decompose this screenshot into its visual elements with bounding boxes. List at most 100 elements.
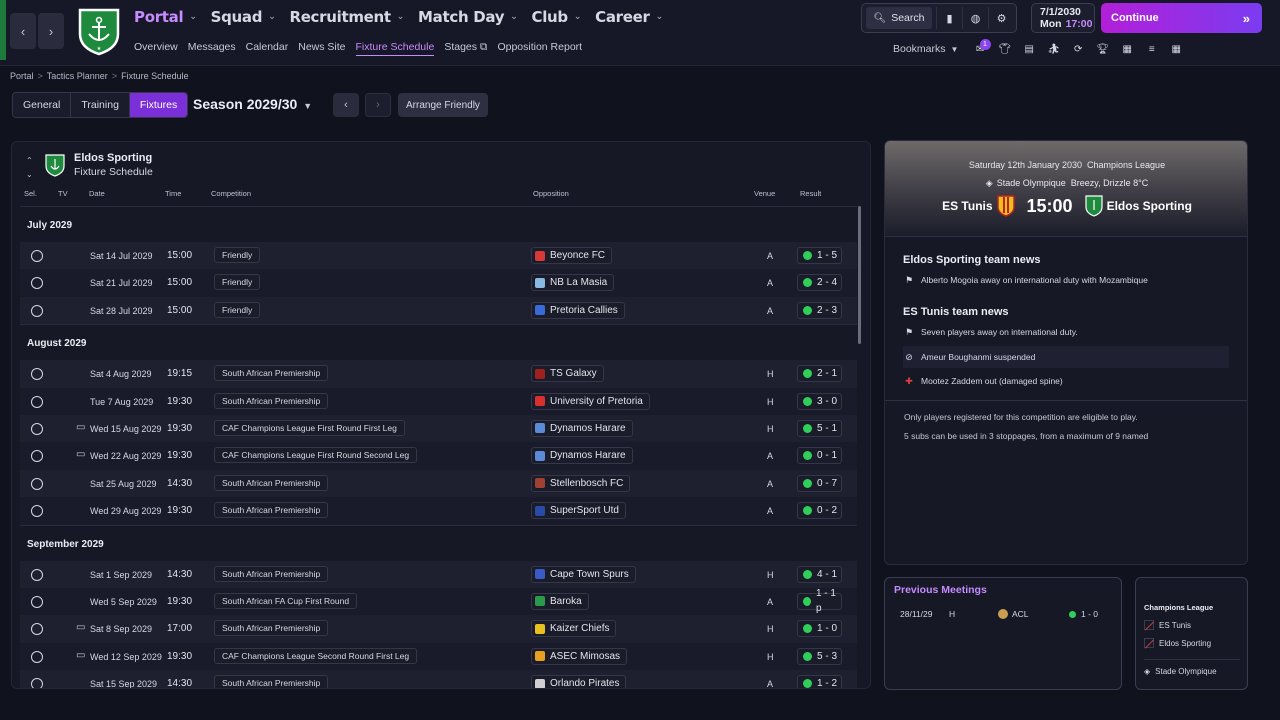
select-radio[interactable] xyxy=(31,477,43,490)
training-shortcut[interactable]: ⛹︎ xyxy=(1042,40,1067,58)
fixture-competition[interactable]: Friendly xyxy=(214,274,261,291)
calendar-shortcut[interactable]: ▦ xyxy=(1115,40,1140,58)
fixture-row[interactable]: Sat 1 Sep 2029 14:30 South African Premier… xyxy=(20,560,857,588)
competition-title[interactable]: Champions League xyxy=(1144,603,1214,612)
select-radio[interactable] xyxy=(31,368,43,381)
back-button[interactable]: ‹ xyxy=(10,13,36,49)
fixture-result[interactable]: 1 - 5 xyxy=(797,247,842,264)
select-radio[interactable] xyxy=(31,422,43,435)
fixture-opposition[interactable]: University of Pretoria xyxy=(531,392,650,410)
fixture-competition[interactable]: South African Premiership xyxy=(214,675,329,688)
fixture-competition[interactable]: South African Premiership xyxy=(214,392,329,409)
schedule-shortcut[interactable]: ▦ xyxy=(1164,40,1189,58)
menu-club[interactable]: Club ⌄ xyxy=(532,8,582,26)
menu-squad[interactable]: Squad ⌄ xyxy=(211,8,276,26)
submenu-opposition-report[interactable]: Opposition Report xyxy=(497,41,583,53)
match-competition[interactable]: Champions League xyxy=(1087,160,1166,170)
fixture-competition[interactable]: South African Premiership xyxy=(214,502,329,519)
select-radio[interactable] xyxy=(31,650,43,663)
menu-portal[interactable]: Portal ⌄ xyxy=(134,8,197,26)
fixture-row[interactable]: Sat 25 Aug 2029 14:30 South African Premie… xyxy=(20,469,857,498)
fixture-row[interactable]: Sat 4 Aug 2029 19:15 South African Premier… xyxy=(20,360,857,388)
news-item[interactable]: ⚑ Alberto Mogoia away on international du… xyxy=(903,269,1229,291)
arrange-friendly-button[interactable]: Arrange Friendly xyxy=(398,93,488,117)
club-crest-icon[interactable]: ★ xyxy=(74,6,124,56)
news-item[interactable]: ⊘ Ameur Boughanmi suspended xyxy=(903,346,1229,368)
forward-button[interactable]: › xyxy=(38,13,64,49)
fixture-result[interactable]: 5 - 1 xyxy=(797,419,842,437)
fixture-competition[interactable]: Friendly xyxy=(214,247,261,263)
meeting-competition[interactable]: ACL xyxy=(998,609,1029,619)
world-button[interactable]: ◍ xyxy=(962,7,988,29)
fixture-opposition[interactable]: Cape Town Spurs xyxy=(531,565,636,583)
column-date[interactable]: Date xyxy=(89,189,105,198)
menu-career[interactable]: Career ⌄ xyxy=(595,8,663,26)
fixture-opposition[interactable]: NB La Masia xyxy=(531,274,615,292)
breadcrumb-portal[interactable]: Portal xyxy=(10,71,34,81)
fixture-row[interactable]: ▭ Wed 15 Aug 2029 19:30 CAF Champions Leagu… xyxy=(20,414,857,443)
transfers-shortcut[interactable]: ⟳ xyxy=(1066,40,1091,58)
select-radio[interactable] xyxy=(31,568,43,581)
stadium-row[interactable]: ◈ Stade Olympique xyxy=(1144,667,1217,676)
fixture-row[interactable]: Sat 14 Jul 2029 15:00 Friendly Beyonce FC A 1… xyxy=(20,242,857,270)
fixture-competition[interactable]: South African Premiership xyxy=(214,620,329,637)
meeting-result[interactable]: 1 - 0 xyxy=(1069,609,1098,619)
previous-season-button[interactable]: ‹ xyxy=(333,93,359,117)
news-item[interactable]: ⚑ Seven players away on international dut… xyxy=(903,321,1229,343)
fixture-result[interactable]: 2 - 4 xyxy=(797,274,842,292)
fixture-row[interactable]: ▭ Wed 12 Sep 2029 19:30 CAF Champions Leagu… xyxy=(20,642,857,671)
collapse-toggle[interactable]: ⌃ ⌄ xyxy=(26,154,33,182)
season-selector[interactable]: Season 2029/30 ▼ xyxy=(193,96,312,112)
bookmarks-dropdown[interactable]: Bookmarks ▼ xyxy=(893,43,958,55)
select-radio[interactable] xyxy=(31,277,43,290)
submenu-messages[interactable]: Messages xyxy=(187,41,236,53)
fixture-competition[interactable]: South African Premiership xyxy=(214,365,329,382)
column-time[interactable]: Time xyxy=(165,189,182,198)
fixture-result[interactable]: 4 - 1 xyxy=(797,565,842,583)
fixture-opposition[interactable]: TS Galaxy xyxy=(531,365,604,383)
search-button[interactable]: 🔍︎ Search xyxy=(866,7,932,29)
submenu-stages[interactable]: Stages ⧉ xyxy=(444,41,488,53)
squad-shortcut[interactable]: 👕︎ xyxy=(993,40,1018,58)
select-radio[interactable] xyxy=(31,304,43,317)
column-result[interactable]: Result xyxy=(800,189,822,198)
column-venue[interactable]: Venue xyxy=(754,189,776,198)
fixture-row[interactable]: Sat 28 Jul 2029 15:00 Friendly Pretoria Cal… xyxy=(20,296,857,325)
next-season-button[interactable]: › xyxy=(365,93,391,117)
select-radio[interactable] xyxy=(31,595,43,608)
fixture-opposition[interactable]: ASEC Mimosas xyxy=(531,647,628,665)
news-item[interactable]: ✚ Mootez Zaddem out (damaged spine) xyxy=(903,370,1229,392)
fixture-competition[interactable]: CAF Champions League First Round First L… xyxy=(214,419,405,436)
away-team[interactable]: Eldos Sporting xyxy=(1106,199,1192,213)
submenu-overview[interactable]: Overview xyxy=(134,41,178,53)
select-radio[interactable] xyxy=(31,623,43,636)
continue-button[interactable]: Continue » xyxy=(1101,3,1262,33)
fixture-row[interactable]: Wed 29 Aug 2029 19:30 South African Premie… xyxy=(20,497,857,525)
menu-recruitment[interactable]: Recruitment ⌄ xyxy=(289,8,404,26)
select-radio[interactable] xyxy=(31,395,43,408)
fixture-row[interactable]: ▭ Sat 8 Sep 2029 17:00 South African Premie… xyxy=(20,615,857,643)
fixture-opposition[interactable]: Kaizer Chiefs xyxy=(531,620,617,638)
fixture-result[interactable]: 3 - 0 xyxy=(797,392,842,410)
submenu-calendar[interactable]: Calendar xyxy=(245,41,289,53)
fixture-row[interactable]: Sat 15 Sep 2029 14:30 South African Premie… xyxy=(20,670,857,688)
select-radio[interactable] xyxy=(31,505,43,518)
match-stadium[interactable]: Stade Olympique xyxy=(996,178,1066,188)
fixture-opposition[interactable]: Baroka xyxy=(531,592,589,610)
fixture-competition[interactable]: South African Premiership xyxy=(214,474,329,491)
tab-fixtures[interactable]: Fixtures xyxy=(129,93,188,117)
inbox-shortcut[interactable]: ✉ 1 xyxy=(968,39,993,58)
tab-training[interactable]: Training xyxy=(71,93,130,117)
fixture-row[interactable]: ▭ Wed 22 Aug 2029 19:30 CAF Champions Leagu… xyxy=(20,442,857,470)
fixture-result[interactable]: 5 - 3 xyxy=(797,647,842,665)
fixture-row[interactable]: Sat 21 Jul 2029 15:00 Friendly NB La Masia A… xyxy=(20,269,857,297)
tactics-shortcut[interactable]: ▤ xyxy=(1017,40,1042,58)
fixture-competition[interactable]: CAF Champions League First Round Second … xyxy=(214,447,418,464)
fixture-competition[interactable]: South African Premiership xyxy=(214,565,329,582)
previous-meetings-title[interactable]: Previous Meetings xyxy=(894,584,987,596)
bookmark-button[interactable]: ▮ xyxy=(936,7,962,29)
fixture-result[interactable]: 1 - 1 p xyxy=(797,588,842,614)
fixture-row[interactable]: Wed 5 Sep 2029 19:30 South African FA Cup … xyxy=(20,587,857,616)
fixture-result[interactable]: 0 - 1 xyxy=(797,447,842,465)
submenu-fixture-schedule[interactable]: Fixture Schedule xyxy=(355,41,435,56)
